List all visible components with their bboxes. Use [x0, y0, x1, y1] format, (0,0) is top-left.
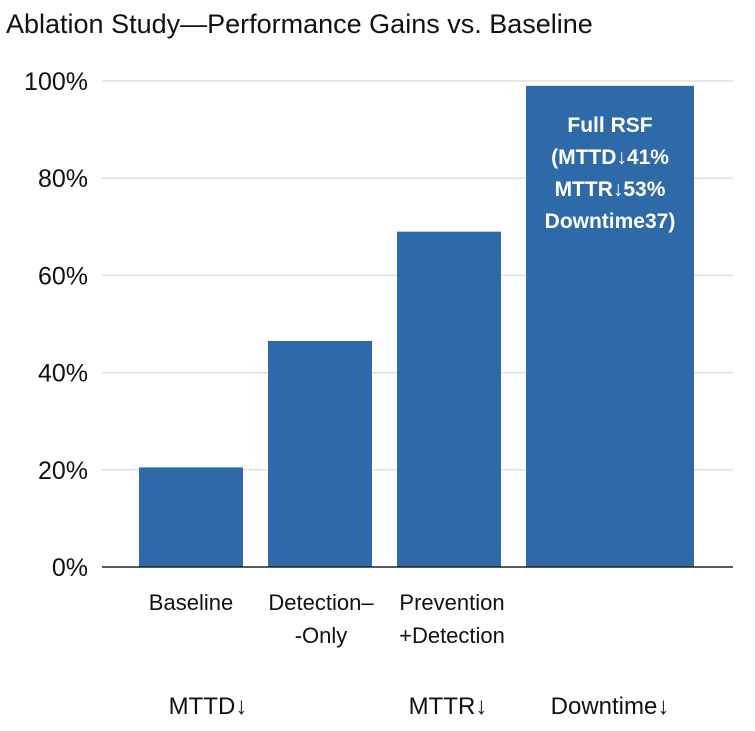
x-tick-label: Prevention	[399, 590, 504, 615]
x-axis-categories: Baseline Detection– -Only Prevention +Detect…	[149, 590, 505, 648]
bar	[139, 467, 243, 567]
y-tick-label: 0%	[52, 554, 88, 582]
x-tick-label: +Detection	[399, 623, 505, 648]
bar	[268, 341, 372, 567]
y-tick-label: 80%	[38, 165, 88, 193]
metric-label: MTTR↓	[409, 693, 488, 720]
bar-annotation-line: (MTTD↓41%	[551, 146, 669, 169]
bar	[397, 231, 501, 567]
bar-annotation-line: MTTR↓53%	[555, 178, 666, 201]
x-tick-label: Baseline	[149, 590, 233, 615]
bar-annotation-line: Full RSF	[567, 114, 652, 137]
chart-title: Ablation Study—Performance Gains vs. Bas…	[6, 9, 593, 39]
bar-annotation: Full RSF (MTTD↓41% MTTR↓53% Downtime37)	[545, 114, 676, 233]
y-axis-ticks: 0% 20% 40% 60% 80% 100%	[24, 68, 88, 582]
bars	[139, 85, 694, 568]
x-tick-label: -Only	[295, 623, 348, 648]
x-tick-label: Detection–	[268, 590, 374, 615]
metric-label: Downtime↓	[551, 693, 670, 720]
y-tick-label: 100%	[24, 68, 88, 96]
metric-label: MTTD↓	[169, 693, 248, 720]
y-tick-label: 40%	[38, 360, 88, 388]
y-tick-label: 20%	[38, 457, 88, 485]
y-tick-label: 60%	[38, 262, 88, 290]
bar-annotation-line: Downtime37)	[545, 210, 676, 233]
metric-labels: MTTD↓ MTTR↓ Downtime↓	[169, 693, 670, 720]
bar	[526, 85, 694, 568]
